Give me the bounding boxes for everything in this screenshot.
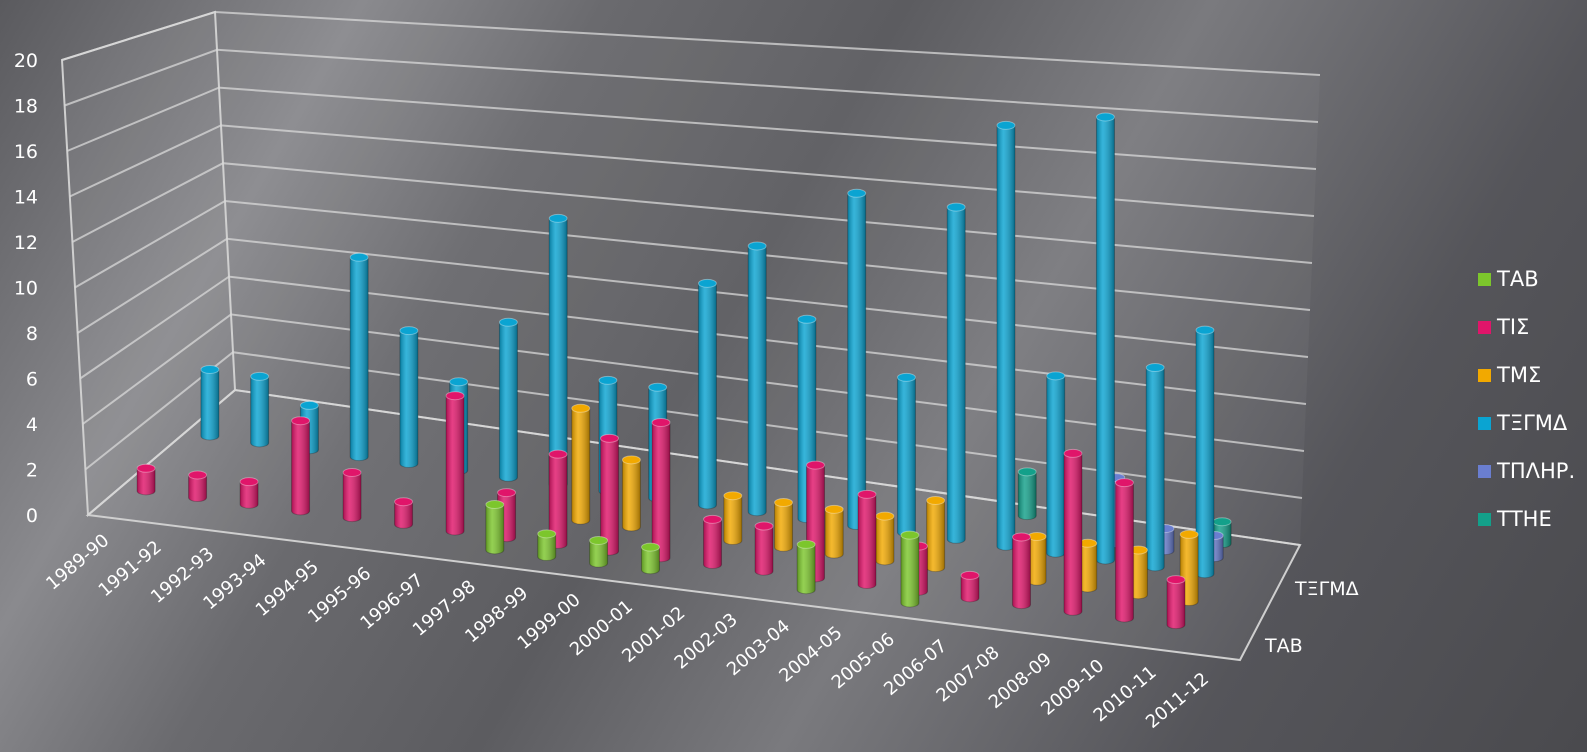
legend-label: ΤΙΣ — [1497, 315, 1530, 339]
bar — [1063, 448, 1083, 616]
y-tick-label: 12 — [14, 232, 38, 254]
gridline — [69, 124, 1315, 217]
legend-swatch — [1478, 464, 1491, 478]
bar — [548, 449, 568, 549]
bar — [349, 252, 369, 462]
bar — [754, 521, 774, 576]
y-tick-label: 10 — [14, 278, 38, 300]
bar — [996, 120, 1016, 551]
y-tick-label: 20 — [14, 50, 38, 72]
y-tick-label: 18 — [14, 96, 38, 118]
bar — [875, 511, 895, 566]
bar — [600, 433, 620, 556]
bar — [651, 417, 671, 563]
bar — [1114, 478, 1134, 623]
gridline — [66, 86, 1317, 170]
bar — [1195, 325, 1215, 579]
bar — [960, 570, 980, 603]
bar — [589, 535, 609, 568]
gridline — [84, 351, 1303, 499]
legend-label: ΤΜΣ — [1497, 363, 1542, 387]
legend-label: ΤΤΗΕ — [1497, 507, 1552, 531]
bar — [445, 391, 465, 536]
bar — [250, 371, 270, 448]
legend-item: ΤΤΗΕ — [1478, 495, 1575, 543]
bar — [1166, 575, 1186, 630]
y-tick-label: 14 — [14, 187, 38, 209]
bar — [485, 500, 505, 555]
legend: ΤΑΒ ΤΙΣ ΤΜΣ ΤΞΓΜΔ ΤΠΛΗΡ. ΤΤΗΕ — [1478, 255, 1575, 543]
y-tick-label: 16 — [14, 141, 38, 163]
depth-axis-label: ΤΑΒ — [1264, 635, 1303, 657]
legend-swatch — [1478, 320, 1491, 334]
bar — [537, 529, 557, 561]
chart-walls — [60, 10, 1320, 662]
bar — [824, 504, 844, 559]
bar — [703, 514, 723, 569]
bar — [926, 496, 946, 573]
gridline — [61, 10, 1321, 76]
bar — [747, 241, 767, 517]
legend-label: ΤΑΒ — [1497, 267, 1539, 291]
bar — [1027, 531, 1047, 586]
back-wall — [215, 12, 1320, 545]
y-tick-label: 6 — [26, 369, 38, 391]
bar — [621, 455, 641, 532]
legend-item: ΤΞΓΜΔ — [1478, 399, 1575, 447]
bar — [1017, 467, 1037, 521]
bar — [1011, 532, 1031, 610]
legend-item: ΤΜΣ — [1478, 351, 1575, 399]
bar — [796, 539, 816, 595]
legend-swatch — [1478, 512, 1491, 526]
bar — [239, 477, 259, 509]
bars — [136, 112, 1232, 630]
gridline — [79, 275, 1307, 405]
gridline — [87, 388, 1301, 546]
bar — [291, 416, 311, 516]
y-tick-label: 8 — [26, 323, 38, 345]
y-tick-label: 0 — [26, 505, 38, 527]
y-tick-label: 4 — [26, 414, 38, 436]
bar — [1046, 371, 1066, 558]
bar — [896, 372, 916, 537]
legend-item: ΤΙΣ — [1478, 303, 1575, 351]
bar — [1095, 112, 1115, 565]
bar — [946, 202, 966, 544]
legend-item: ΤΠΛΗΡ. — [1478, 447, 1575, 495]
legend-item: ΤΑΒ — [1478, 255, 1575, 303]
bar — [697, 278, 717, 510]
bar — [342, 468, 362, 523]
legend-label: ΤΠΛΗΡ. — [1497, 459, 1576, 483]
bar — [1145, 363, 1165, 572]
legend-label: ΤΞΓΜΔ — [1497, 411, 1568, 435]
bar — [847, 188, 867, 531]
bar — [498, 317, 518, 482]
gridline — [64, 48, 1319, 123]
depth-axis-labels: ΤΑΒ ΤΞΓΜΔ — [1264, 578, 1359, 657]
bar — [640, 542, 660, 575]
bar — [857, 489, 877, 590]
y-tick-label: 2 — [26, 460, 38, 482]
y-axis-ticks: 0 2 4 6 8 10 12 14 16 18 20 — [14, 50, 38, 527]
bar — [1128, 545, 1148, 600]
bar — [548, 213, 568, 489]
bar — [394, 497, 414, 529]
legend-swatch — [1478, 272, 1491, 286]
bar — [136, 463, 156, 496]
gridline — [82, 313, 1305, 452]
bar — [723, 491, 743, 545]
depth-axis-label: ΤΞΓΜΔ — [1294, 578, 1359, 600]
bar — [900, 530, 920, 608]
legend-swatch — [1478, 368, 1491, 382]
bar — [188, 470, 208, 503]
bar — [571, 403, 591, 525]
bar — [399, 326, 419, 469]
bar — [774, 498, 794, 552]
bar — [200, 364, 220, 441]
legend-swatch — [1478, 416, 1491, 430]
